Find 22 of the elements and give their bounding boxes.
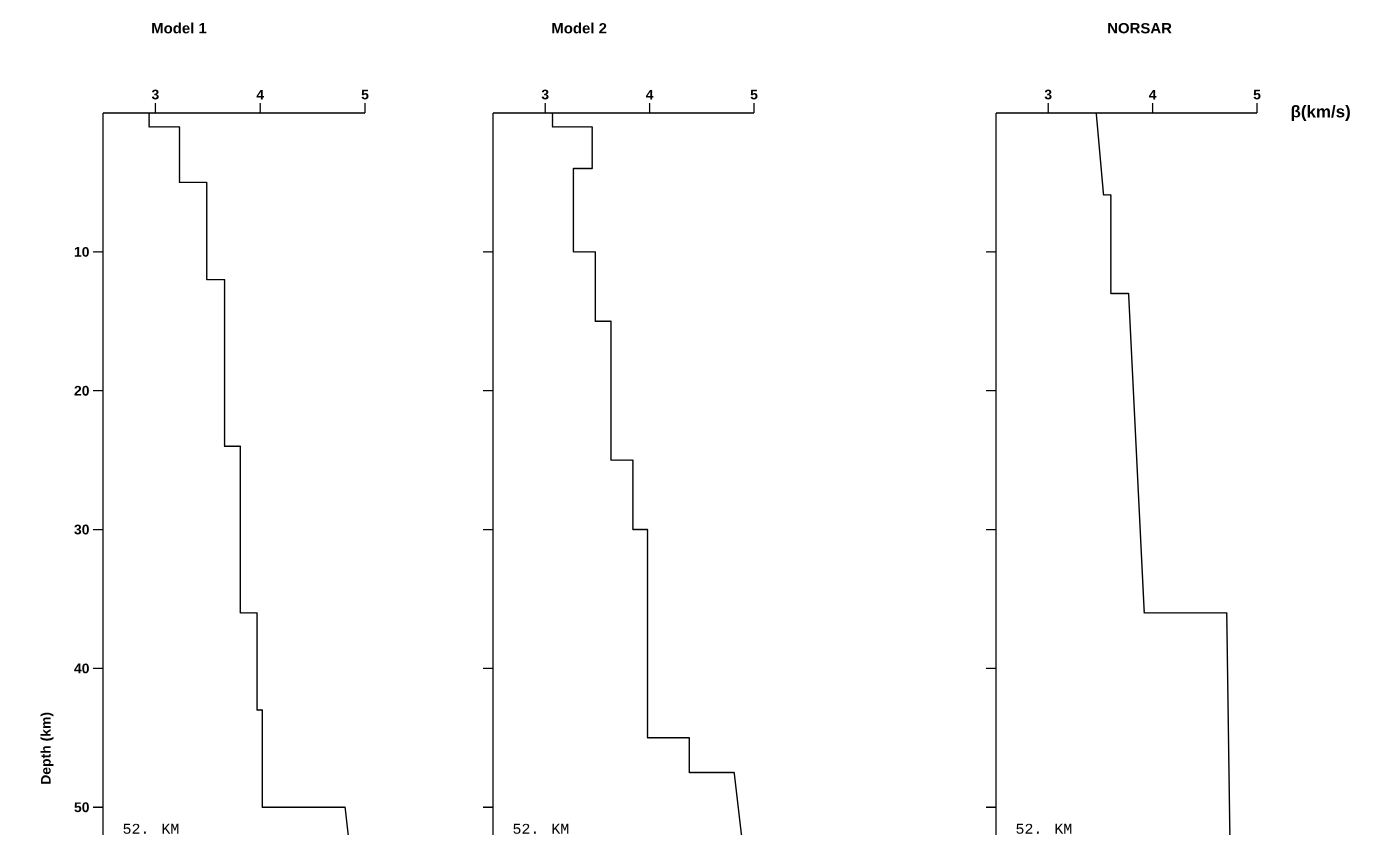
x-tick-label: 5 — [1253, 89, 1261, 100]
x-axis-title: β(km/s) — [1291, 105, 1350, 121]
x-tick-label: 3 — [1044, 89, 1052, 100]
chart-title: NORSAR — [1108, 22, 1172, 34]
x-tick-label: 4 — [256, 89, 265, 100]
annotation: 52. KM — [513, 823, 569, 834]
annotation: 52. KM — [1016, 823, 1072, 834]
y-axis-title: Depth (km) — [40, 712, 54, 784]
x-tick-label: 5 — [361, 89, 369, 100]
y-tick-label: 50 — [74, 802, 89, 813]
chart-title: Model 1 — [152, 22, 207, 34]
x-tick-label: 4 — [645, 89, 654, 100]
x-tick-label: 5 — [750, 89, 758, 100]
annotation: 52. KM — [123, 823, 179, 834]
x-tick-label: 4 — [1148, 89, 1157, 100]
x-tick-label: 3 — [151, 89, 159, 100]
y-tick-label: 20 — [74, 385, 89, 396]
chart-title: Model 2 — [552, 22, 607, 34]
y-tick-label: 10 — [74, 246, 89, 257]
y-tick-label: 40 — [74, 663, 89, 674]
y-tick-label: 30 — [74, 524, 89, 535]
x-tick-label: 3 — [541, 89, 549, 100]
